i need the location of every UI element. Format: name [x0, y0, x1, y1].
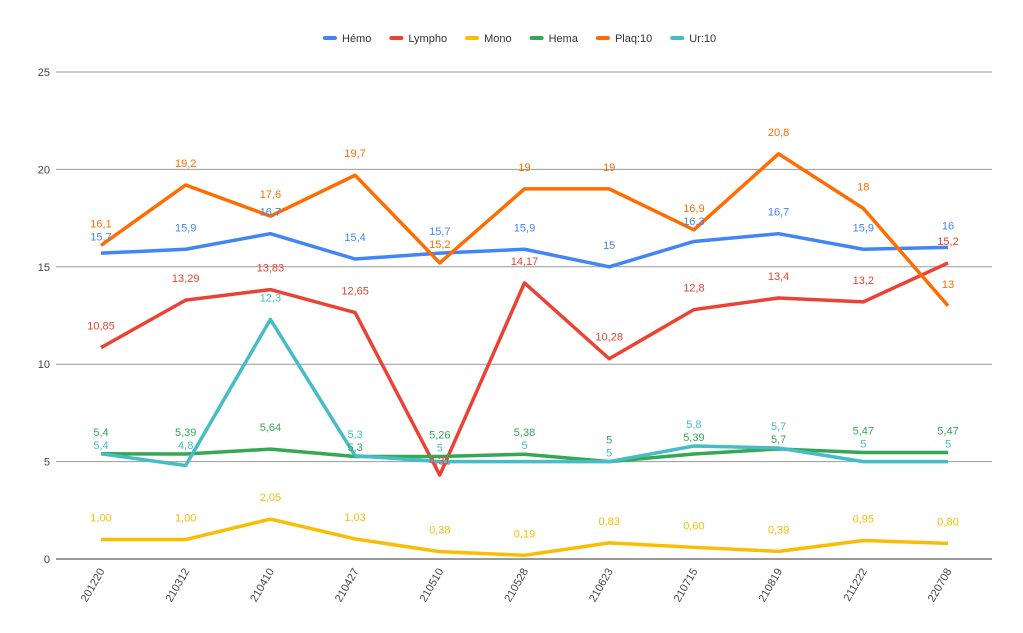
data-label: 5 [606, 435, 612, 447]
data-label: 1,00 [90, 513, 111, 525]
series-line [99, 152, 950, 307]
x-tick-label: 210528 [502, 567, 531, 605]
data-label: 15,7 [90, 231, 111, 243]
data-label: 13 [942, 279, 954, 291]
data-label: 15,2 [429, 239, 450, 251]
data-label: 13,83 [257, 263, 285, 275]
data-label: 15,9 [175, 222, 196, 234]
y-tick-label: 25 [38, 67, 50, 79]
data-label: 12,8 [683, 283, 704, 295]
data-label: 17,6 [260, 189, 281, 201]
data-label: 14,17 [511, 256, 539, 268]
data-label: 5 [860, 438, 866, 450]
x-tick-label: 210427 [333, 567, 362, 605]
legend-label: Mono [484, 33, 512, 45]
data-label: 5,3 [347, 442, 362, 454]
data-label: 5,7 [771, 421, 786, 433]
series-line [100, 447, 948, 464]
data-label: 19 [518, 162, 530, 174]
data-label: 15 [603, 240, 615, 252]
data-label: 5 [437, 443, 443, 455]
data-label: 5,64 [260, 422, 281, 434]
data-label: 19 [603, 162, 615, 174]
data-label: 0,60 [683, 520, 704, 532]
data-label: 20,8 [768, 127, 789, 139]
data-label: 5 [606, 448, 612, 460]
data-label: 16 [942, 220, 954, 232]
x-tick-label: 210510 [418, 567, 447, 605]
data-label: 16,1 [90, 218, 111, 230]
legend-label: Plaq:10 [615, 33, 652, 45]
data-label: 5,47 [937, 425, 958, 437]
legend-label: Hema [549, 33, 579, 45]
data-label: 15,2 [937, 236, 958, 248]
data-label: 5,4 [93, 427, 108, 439]
x-tick-label: 210623 [587, 567, 616, 605]
y-tick-label: 10 [38, 359, 50, 371]
data-label: 0,38 [429, 525, 450, 537]
data-label: 0,39 [768, 524, 789, 536]
y-tick-label: 15 [38, 262, 50, 274]
x-tick-label: 210819 [756, 567, 785, 605]
data-label: 13,4 [768, 271, 789, 283]
legend-label: Ur:10 [689, 33, 716, 45]
data-label: 5,39 [175, 427, 196, 439]
data-label: 5,39 [683, 432, 704, 444]
data-label: 13,29 [172, 273, 200, 285]
data-label: 5 [521, 440, 527, 452]
data-label: 4,31 [429, 456, 450, 468]
data-label: 5,7 [771, 434, 786, 446]
data-label: 12,65 [341, 286, 369, 298]
data-label: 0,83 [598, 516, 619, 528]
data-label: 10,85 [87, 321, 115, 333]
data-label: 1,03 [344, 512, 365, 524]
legend-label: Hémo [342, 33, 371, 45]
x-tick-label: 210410 [248, 567, 277, 605]
data-label: 16,7 [260, 207, 281, 219]
series-line [100, 261, 949, 477]
data-label: 5,4 [93, 440, 108, 452]
data-label: 5,8 [686, 419, 701, 431]
data-label: 1,00 [175, 513, 196, 525]
data-label: 15,9 [514, 222, 535, 234]
data-label: 16,9 [683, 203, 704, 215]
data-label: 15,4 [344, 232, 365, 244]
series-line [100, 231, 949, 269]
data-label: 5 [945, 438, 951, 450]
series-line [100, 317, 948, 468]
data-label: 16,7 [768, 207, 789, 219]
data-label: 0,95 [853, 513, 874, 525]
series-line [101, 517, 949, 558]
data-label: 18 [857, 181, 869, 193]
data-label: 16,3 [683, 216, 704, 228]
data-label: 0,80 [937, 516, 958, 528]
y-tick-label: 0 [44, 554, 50, 566]
data-label: 19,2 [175, 158, 196, 170]
x-tick-label: 201220 [79, 567, 108, 605]
x-tick-label: 210715 [672, 567, 701, 605]
legend-label: Lympho [408, 33, 447, 45]
data-label: 12,3 [260, 292, 281, 304]
data-label: 15,9 [853, 222, 874, 234]
y-tick-label: 20 [38, 164, 50, 176]
data-label: 4,8 [178, 440, 193, 452]
x-tick-label: 211222 [842, 567, 870, 604]
x-tick-label: 220708 [926, 567, 955, 605]
data-label: 2,05 [260, 492, 281, 504]
data-label: 19,7 [344, 148, 365, 160]
data-label: 5,3 [347, 429, 362, 441]
data-label: 5,47 [853, 425, 874, 437]
data-label: 0,19 [514, 528, 535, 540]
data-label: 15,7 [429, 226, 450, 238]
data-label: 13,2 [853, 275, 874, 287]
data-label: 10,28 [595, 332, 623, 344]
y-tick-label: 5 [44, 457, 50, 469]
data-label: 5,38 [514, 427, 535, 439]
data-label: 5,26 [429, 430, 450, 442]
x-tick-label: 210312 [164, 567, 193, 605]
